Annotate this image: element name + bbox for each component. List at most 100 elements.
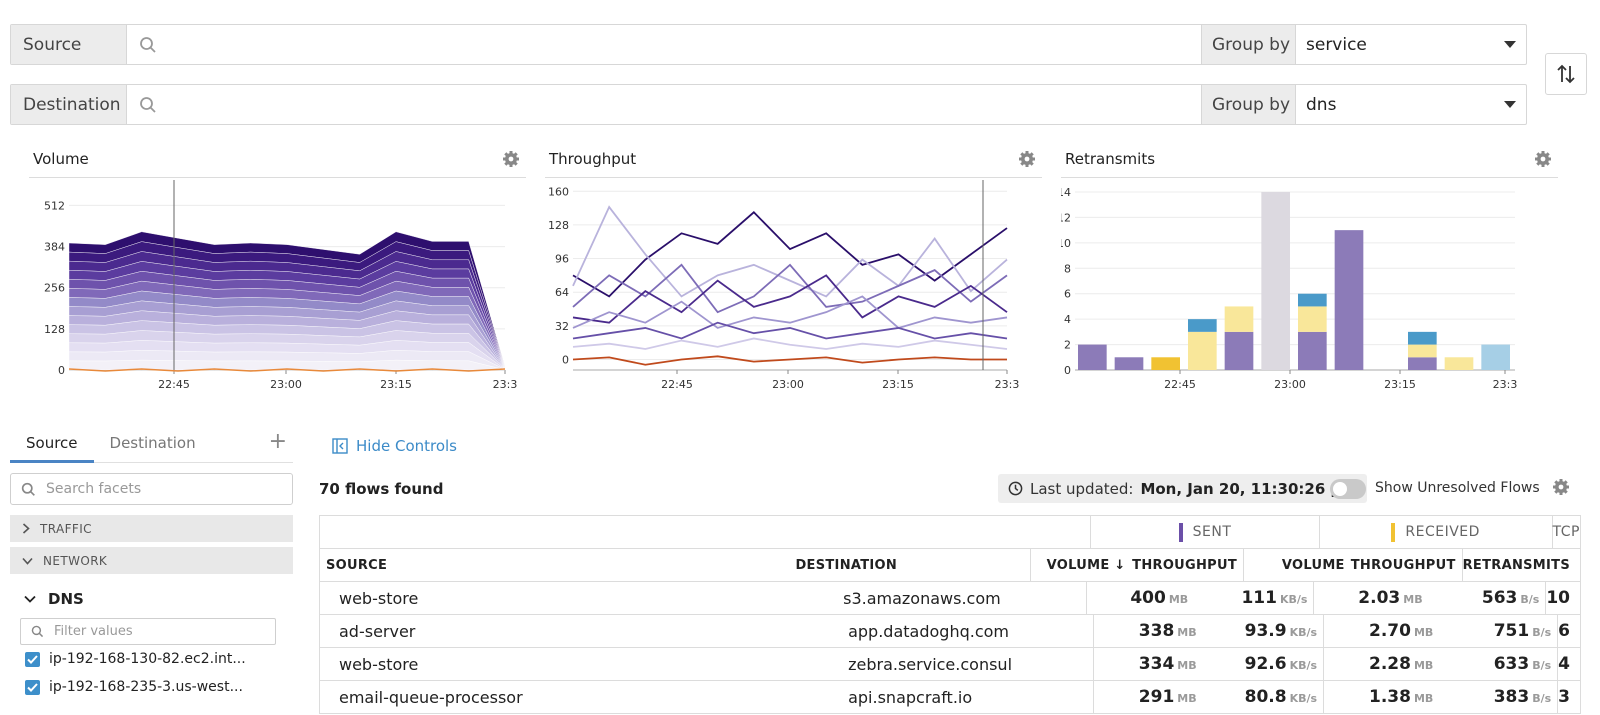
value: 400: [1130, 587, 1166, 608]
source-group-by-value: service: [1306, 34, 1367, 55]
col-source[interactable]: SOURCE: [326, 557, 388, 573]
destination-search-input[interactable]: [127, 85, 1201, 124]
x-tick-label: 23:3: [1493, 378, 1518, 391]
y-tick-label: 4: [1064, 313, 1071, 326]
col-received-volume[interactable]: VOLUME: [1243, 548, 1351, 582]
gear-icon[interactable]: [1534, 150, 1552, 168]
show-unresolved-toggle[interactable]: [1330, 479, 1366, 499]
bar: [1444, 357, 1474, 370]
volume-chart[interactable]: 0 128 256 384 512 22:45 23:00 23:15 23:3: [29, 180, 526, 410]
retransmits-cell: 6: [1557, 614, 1580, 648]
destination-group-by-select[interactable]: dns: [1296, 85, 1526, 124]
destination-group-by-value: dns: [1306, 94, 1337, 115]
y-tick-label: 0: [562, 353, 569, 366]
bar: [1334, 230, 1364, 370]
table-row[interactable]: web-store s3.amazonaws.com 400 MB 111 KB/s 2.0…: [320, 581, 1580, 615]
y-tick-label: 160: [548, 185, 569, 198]
x-tick-label: 23:15: [380, 378, 412, 391]
unit: KB/s: [1289, 658, 1318, 672]
col-sent-throughput[interactable]: THROUGHPUT: [1132, 557, 1238, 573]
x-tick-label: 23:15: [882, 378, 914, 391]
source-label: Source: [11, 25, 127, 64]
series-line: [572, 337, 1008, 350]
unit: KB/s: [1289, 625, 1318, 639]
facet-sidebar: Source Destination + Search facets TRAFF…: [10, 425, 293, 701]
source-search-input[interactable]: [127, 25, 1201, 64]
series-line: [572, 205, 1008, 298]
unit: MB: [1168, 592, 1189, 606]
value: 2.28: [1369, 653, 1411, 674]
bar: [1188, 319, 1217, 332]
value: 2.70: [1369, 620, 1411, 641]
retransmits-chart[interactable]: 0 2 4 6 8 10 12 14 22:45 23:00 23:15 23:3: [1061, 180, 1558, 410]
swap-source-destination-button[interactable]: [1545, 53, 1587, 95]
destination-cell: s3.amazonaws.com: [843, 588, 1001, 608]
bar: [1298, 306, 1327, 332]
bar: [1298, 293, 1327, 307]
facet-value-item[interactable]: ip-192-168-130-82.ec2.int...: [10, 645, 293, 673]
last-updated-badge: Last updated: Mon, Jan 20, 11:30:26 pm: [998, 474, 1367, 503]
search-icon: [31, 625, 44, 638]
retransmits-cell: 4: [1557, 647, 1580, 681]
unit: B/s: [1532, 691, 1552, 705]
table-row[interactable]: email-queue-processor api.snapcraft.io 291…: [320, 680, 1580, 714]
throughput-chart[interactable]: 0 32 64 96 128 160 22:45 23:00 23:15 23:3: [545, 180, 1042, 410]
y-tick-label: 14: [1061, 186, 1071, 199]
chevron-down-icon: [22, 557, 33, 565]
series-line: [68, 368, 506, 372]
gear-icon[interactable]: [502, 150, 520, 168]
facet-section-network[interactable]: NETWORK: [10, 547, 293, 574]
source-cell: web-store: [339, 588, 419, 608]
network-label: NETWORK: [43, 553, 108, 568]
facet-dns-header[interactable]: DNS: [10, 590, 293, 608]
filter-values-input[interactable]: Filter values: [20, 618, 276, 645]
unit: B/s: [1532, 658, 1552, 672]
y-tick-label: 6: [1064, 288, 1071, 301]
flows-table: SENT RECEIVED TCP SOURCE DESTINATION VOL…: [319, 515, 1581, 714]
search-facets-placeholder: Search facets: [46, 481, 142, 497]
y-tick-label: 96: [555, 253, 569, 266]
search-facets-input[interactable]: Search facets: [10, 473, 293, 505]
gear-icon[interactable]: [1552, 478, 1570, 496]
unit: B/s: [1520, 592, 1540, 606]
gear-icon[interactable]: [1018, 150, 1036, 168]
value: 338: [1138, 620, 1175, 641]
destination-label: Destination: [11, 85, 127, 124]
col-destination[interactable]: DESTINATION: [795, 557, 898, 573]
source-group-by-select[interactable]: service: [1296, 25, 1526, 64]
col-sent-volume[interactable]: VOLUME ↓: [1030, 548, 1131, 582]
value: 80.8: [1244, 686, 1287, 707]
y-tick-label: 384: [44, 241, 65, 254]
col-retransmits[interactable]: RETRANSMITS: [1461, 548, 1580, 582]
retransmits-title: Retransmits: [1065, 149, 1156, 168]
x-tick-label: 22:45: [158, 378, 190, 391]
source-cell: web-store: [339, 654, 419, 674]
flows-count: 70 flows found: [319, 480, 444, 498]
value: 383: [1493, 686, 1530, 707]
facet-section-traffic[interactable]: TRAFFIC: [10, 515, 293, 542]
tab-source[interactable]: Source: [10, 434, 94, 463]
hide-controls-button[interactable]: Hide Controls: [332, 437, 457, 455]
throughput-title: Throughput: [549, 149, 637, 168]
retransmits-cell: 10: [1545, 581, 1580, 615]
tab-destination[interactable]: Destination: [109, 434, 196, 452]
y-tick-label: 512: [44, 199, 65, 212]
search-icon: [140, 96, 156, 113]
table-group-header: SENT RECEIVED TCP: [320, 516, 1580, 549]
facet-value-item[interactable]: ip-192-168-235-3.us-west...: [10, 673, 293, 701]
table-row[interactable]: ad-server app.datadoghq.com 338 MB 93.9 KB/s 2…: [320, 614, 1580, 648]
value: 111: [1241, 587, 1277, 608]
unit: MB: [1177, 658, 1197, 672]
checkbox-checked-icon[interactable]: [25, 679, 40, 695]
table-row[interactable]: web-store zebra.service.consul 334 MB 92.6 KB…: [320, 647, 1580, 681]
x-tick-label: 23:3: [493, 378, 518, 391]
col-received-throughput[interactable]: THROUGHPUT: [1350, 557, 1456, 573]
checkbox-checked-icon[interactable]: [25, 651, 40, 667]
series-line: [572, 355, 1007, 366]
series-line: [572, 274, 1008, 324]
throughput-panel: Throughput 0 32 64 96 128 160 22:45 23:00 23:15 2…: [545, 140, 1042, 410]
add-facet-icon[interactable]: +: [268, 429, 287, 454]
series-line: [572, 211, 1008, 298]
destination-group-by-label: Group by: [1201, 85, 1296, 124]
bar: [1481, 344, 1510, 370]
